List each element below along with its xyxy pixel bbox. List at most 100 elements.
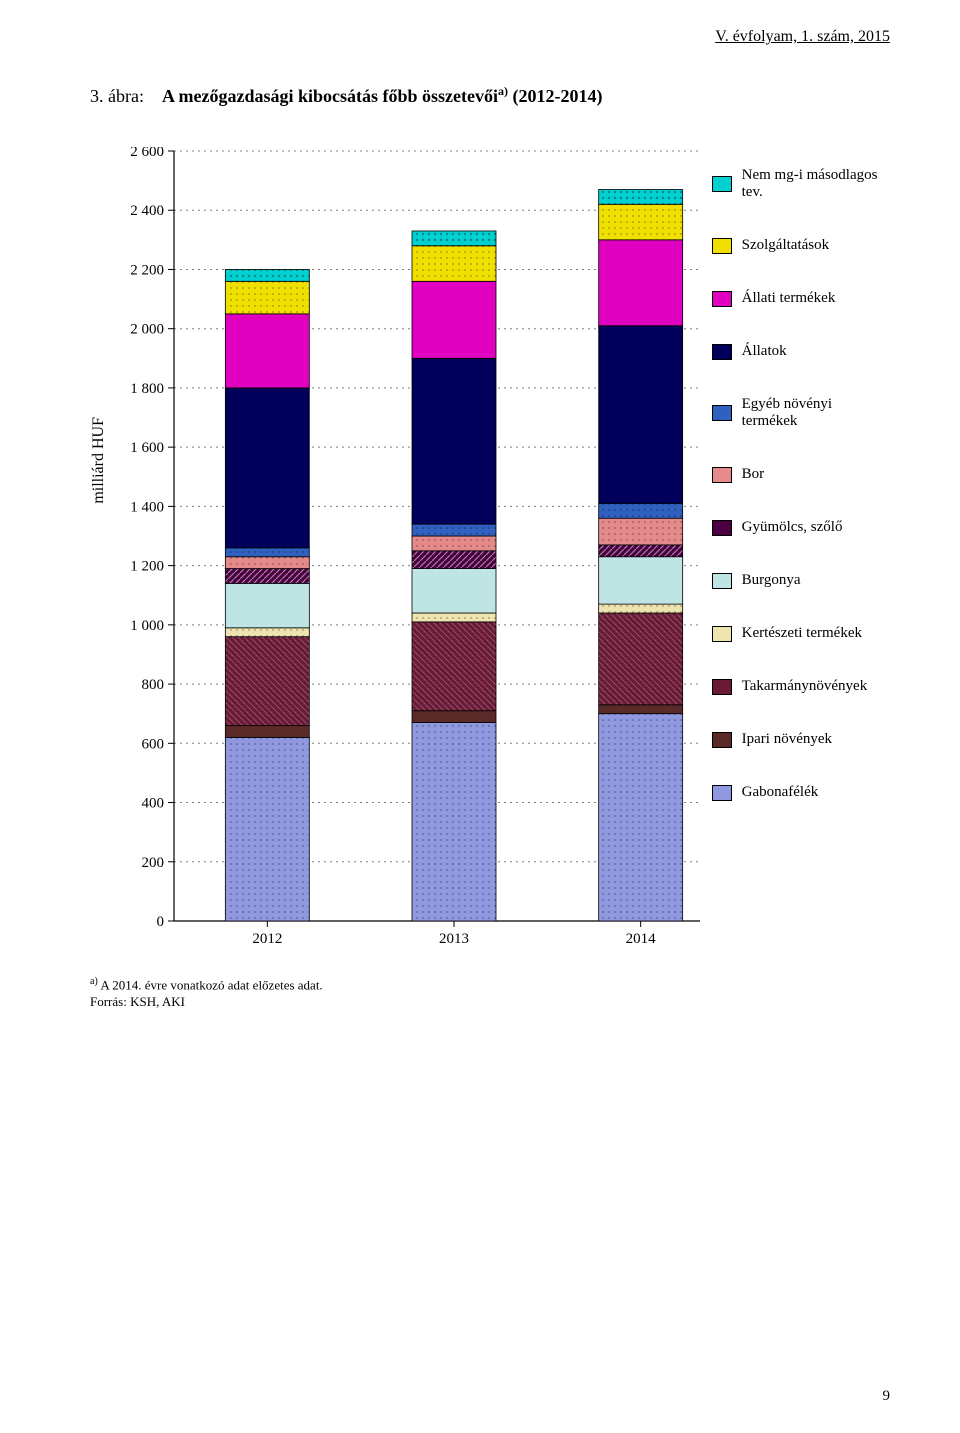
legend-swatch xyxy=(712,176,732,192)
bar-segment xyxy=(412,358,496,524)
y-tick-label: 0 xyxy=(157,914,165,930)
bar-segment xyxy=(225,628,309,637)
footnote-a: a) A 2014. évre vonatkozó adat előzetes … xyxy=(90,975,890,994)
y-tick-label: 1 800 xyxy=(130,381,164,397)
bar-segment xyxy=(599,518,683,545)
stacked-bar-chart: 0 200 400 600 800 1 000 1 200 1 400 1 600 1 800 2 … xyxy=(114,147,700,953)
legend-item: Egyéb növényi termékek xyxy=(712,396,890,430)
bar-segment xyxy=(599,545,683,557)
legend-swatch xyxy=(712,467,732,483)
y-tick-label: 1 400 xyxy=(130,499,164,515)
legend-label: Gabonafélék xyxy=(742,784,819,801)
legend-item: Gabonafélék xyxy=(712,784,890,801)
y-tick-label: 1 000 xyxy=(130,618,164,634)
bar-segment xyxy=(599,714,683,921)
y-tick-label: 200 xyxy=(142,855,165,871)
legend-swatch xyxy=(712,405,732,421)
bar-segment xyxy=(412,281,496,358)
legend-item: Gyümölcs, szőlő xyxy=(712,519,890,536)
bar-segment xyxy=(599,604,683,613)
legend-label: Burgonya xyxy=(742,572,801,589)
legend-label: Bor xyxy=(742,466,765,483)
legend-item: Ipari növények xyxy=(712,731,890,748)
legend-label: Szolgáltatások xyxy=(742,237,829,254)
legend-label: Takarmánynövények xyxy=(742,678,868,695)
bar-segment xyxy=(412,723,496,921)
legend-label: Gyümölcs, szőlő xyxy=(742,519,843,536)
legend-swatch xyxy=(712,238,732,254)
legend-label: Kertészeti termékek xyxy=(742,625,862,642)
footnotes: a) A 2014. évre vonatkozó adat előzetes … xyxy=(90,975,890,1011)
legend-swatch xyxy=(712,344,732,360)
bar-segment xyxy=(225,569,309,584)
bar-segment xyxy=(599,557,683,604)
y-tick-label: 800 xyxy=(142,677,165,693)
bar-segment xyxy=(599,326,683,504)
legend-swatch xyxy=(712,679,732,695)
bar-segment xyxy=(412,551,496,569)
legend-label: Ipari növények xyxy=(742,731,832,748)
footnote-source: Forrás: KSH, AKI xyxy=(90,994,890,1011)
legend-label: Állatok xyxy=(742,343,787,360)
bar-segment xyxy=(412,569,496,613)
legend-label: Állati termékek xyxy=(742,290,836,307)
bar-segment xyxy=(225,557,309,569)
x-tick-label: 2013 xyxy=(439,931,469,947)
legend-item: Nem mg-i másodlagos tev. xyxy=(712,167,890,201)
bar-segment xyxy=(225,583,309,627)
y-tick-label: 600 xyxy=(142,736,165,752)
bar-segment xyxy=(225,637,309,726)
bar-segment xyxy=(599,705,683,714)
y-tick-label: 400 xyxy=(142,796,165,812)
bar-segment xyxy=(225,737,309,921)
bar-segment xyxy=(412,622,496,711)
legend-swatch xyxy=(712,732,732,748)
legend-item: Kertészeti termékek xyxy=(712,625,890,642)
bar-segment xyxy=(225,314,309,388)
bar-segment xyxy=(412,613,496,622)
legend-label: Nem mg-i másodlagos tev. xyxy=(742,167,890,201)
y-tick-label: 2 200 xyxy=(130,262,164,278)
y-tick-label: 1 200 xyxy=(130,559,164,575)
legend-item: Bor xyxy=(712,466,890,483)
legend-swatch xyxy=(712,291,732,307)
x-tick-label: 2014 xyxy=(626,931,657,947)
y-tick-label: 2 000 xyxy=(130,322,164,338)
bar-segment xyxy=(412,246,496,282)
legend-swatch xyxy=(712,626,732,642)
bar-segment xyxy=(412,231,496,246)
legend-item: Takarmánynövények xyxy=(712,678,890,695)
legend-item: Burgonya xyxy=(712,572,890,589)
title-main: A mezőgazdasági kibocsátás főbb összetev… xyxy=(162,86,602,106)
bar-segment xyxy=(225,388,309,548)
bar-segment xyxy=(599,190,683,205)
bar-segment xyxy=(599,613,683,705)
legend: Nem mg-i másodlagos tev. Szolgáltatások Ál… xyxy=(712,167,890,837)
bar-segment xyxy=(225,548,309,557)
bar-segment xyxy=(225,281,309,314)
legend-item: Állati termékek xyxy=(712,290,890,307)
chart-area: milliárd HUF 0 200 400 600 800 1 000 1 200 1 40… xyxy=(90,147,890,953)
legend-item: Szolgáltatások xyxy=(712,237,890,254)
y-tick-label: 2 400 xyxy=(130,203,164,219)
page: V. évfolyam, 1. szám, 2015 3. ábra: A me… xyxy=(0,0,960,1433)
bar-segment xyxy=(599,204,683,240)
legend-swatch xyxy=(712,520,732,536)
y-axis-label: milliárd HUF xyxy=(90,417,108,504)
legend-swatch xyxy=(712,785,732,801)
y-tick-label: 2 600 xyxy=(130,147,164,160)
bar-segment xyxy=(599,503,683,518)
y-tick-label: 1 600 xyxy=(130,440,164,456)
bar-segment xyxy=(412,711,496,723)
chart-title: 3. ábra: A mezőgazdasági kibocsátás főbb… xyxy=(90,84,890,107)
bar-segment xyxy=(412,524,496,536)
page-number: 9 xyxy=(883,1388,891,1405)
legend-swatch xyxy=(712,573,732,589)
bar-segment xyxy=(225,269,309,281)
legend-label: Egyéb növényi termékek xyxy=(742,396,890,430)
bar-segment xyxy=(225,726,309,738)
title-prefix: 3. ábra: xyxy=(90,86,144,106)
bar-segment xyxy=(412,536,496,551)
bar-segment xyxy=(599,240,683,326)
x-tick-label: 2012 xyxy=(252,931,282,947)
